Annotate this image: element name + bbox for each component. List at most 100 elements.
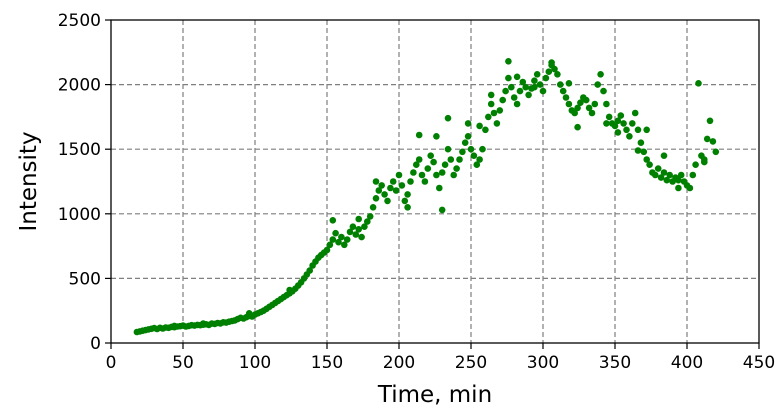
data-point [706,117,714,125]
data-point [464,133,472,140]
data-point [433,171,440,179]
data-point [640,148,648,156]
data-point [355,215,363,223]
data-point [499,96,507,104]
data-point [562,94,570,101]
data-point [510,94,518,101]
data-point [447,156,455,163]
data-point [358,233,365,241]
data-point [634,147,642,154]
x-tick-label: 200 [383,353,415,373]
data-point [675,176,682,184]
data-point [341,241,348,249]
x-axis: 0 50 100 150 200 250 300 350 400 450 [106,343,775,373]
data-point [533,71,541,78]
data-point [686,184,694,192]
data-point [378,182,386,189]
data-point [387,184,394,192]
data-point [352,231,360,238]
y-tick-label: 2000 [58,76,101,96]
data-point [453,165,460,172]
plot-frame [110,19,760,344]
data-point [614,129,622,136]
data-points [133,58,720,336]
x-tick-label: 350 [599,353,631,373]
data-point [525,91,532,99]
y-axis: 0 500 1000 1500 2000 2500 [58,11,111,354]
data-point [245,310,253,317]
data-point [332,229,339,237]
data-point [364,218,371,225]
data-point [361,223,368,230]
data-point [660,152,668,159]
data-point [476,122,483,130]
data-point [199,320,207,327]
data-point [444,145,452,153]
data-point [591,100,599,108]
data-point [603,100,610,108]
data-point [456,156,463,163]
data-point [542,74,550,82]
data-point [421,178,429,185]
data-point [490,109,498,117]
data-point [643,156,650,163]
data-point [476,156,483,163]
data-point [660,169,668,176]
data-point [508,83,515,91]
data-point [571,109,578,117]
data-point [574,123,581,131]
data-point [675,184,682,192]
data-point [545,68,553,75]
data-point [433,133,440,140]
data-point [522,83,529,91]
data-point [703,135,711,143]
data-point [677,171,685,179]
x-tick-label: 0 [106,353,117,373]
data-point [413,161,420,168]
data-point [372,195,380,202]
data-point [565,80,573,87]
data-point [629,120,636,127]
x-tick-label: 50 [172,353,194,373]
data-point [531,77,538,84]
data-point [617,112,625,119]
data-point [689,171,697,179]
data-point [430,158,437,166]
data-point [366,213,374,220]
data-point [536,81,544,88]
data-point [519,78,527,86]
data-point [505,74,512,82]
data-point [306,267,314,274]
data-point [654,165,662,172]
data-point [663,176,671,184]
data-point [392,187,400,194]
data-point [450,171,458,179]
data-point [381,191,388,198]
x-tick-label: 100 [239,353,271,373]
y-tick-label: 500 [69,269,101,289]
data-point [407,178,414,185]
data-point [329,236,337,243]
data-point [369,204,377,211]
data-point [603,120,610,127]
data-point [398,182,406,189]
data-point [372,178,380,185]
data-point [171,322,178,330]
data-point [574,104,581,112]
data-point [375,187,383,194]
data-point [701,158,708,166]
data-point [585,104,593,112]
data-point [539,87,547,95]
data-point [482,126,489,134]
grid [111,20,759,343]
data-point [349,223,357,230]
data-point [614,117,622,125]
data-point [326,241,334,249]
data-point [594,81,601,88]
data-point [559,87,567,95]
data-point [516,87,524,95]
data-point [286,286,293,294]
data-point [620,120,627,127]
data-point [643,126,650,134]
